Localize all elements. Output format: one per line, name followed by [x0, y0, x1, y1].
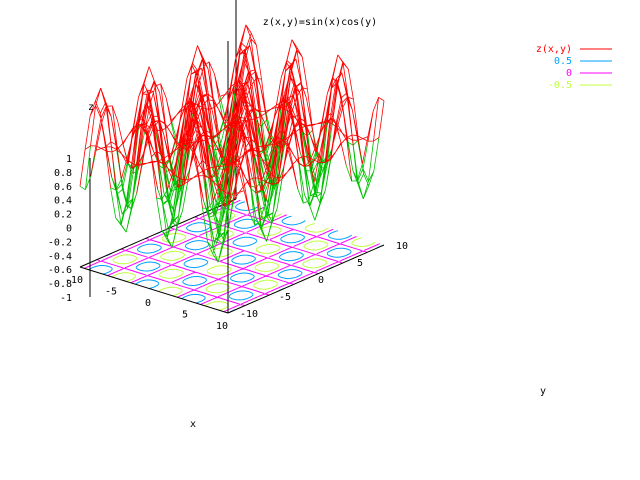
x-tick-label: -10 [65, 275, 83, 286]
z-tick-label: -0.8 [48, 279, 72, 290]
base-contours [81, 199, 383, 313]
y-axis-label: y [540, 386, 546, 397]
legend-label: -0.5 [548, 80, 572, 91]
z-tick-label: -0.2 [48, 237, 72, 248]
z-tick-label: 1 [66, 154, 72, 165]
z-tick-label: 0.2 [54, 210, 72, 221]
y-tick-label: 0 [318, 275, 324, 286]
tick-labels: 1 0.8 0.6 0.4 0.2 0 -0.2 -0.4 -0.6 -0.8 -1 -10 -5 0 5 1… [48, 154, 408, 332]
y-tick-label: 10 [396, 241, 408, 252]
legend-label: 0.5 [554, 56, 572, 67]
contour-line [88, 201, 383, 313]
legend: z(x,y)0.50-0.5 [536, 44, 612, 91]
x-tick-label: 5 [182, 310, 188, 321]
z-tick-label: 0.8 [54, 168, 72, 179]
axis-line [79, 198, 237, 268]
y-tick-label: -5 [279, 292, 291, 303]
legend-label: 0 [566, 68, 572, 79]
axis-line [79, 266, 229, 314]
legend-label: z(x,y) [536, 44, 572, 55]
z-tick-label: -0.6 [48, 265, 72, 276]
chart-title: z(x,y)=sin(x)cos(y) [263, 17, 377, 28]
z-axis-label: z [88, 102, 94, 113]
x-tick-label: 0 [145, 298, 151, 309]
x-tick-label: 10 [216, 321, 228, 332]
surface-mesh-top [79, 24, 385, 221]
y-tick-label: -10 [240, 309, 258, 320]
z-tick-label: -1 [60, 293, 72, 304]
y-tick-label: 5 [357, 258, 363, 269]
z-tick-label: -0.4 [48, 251, 72, 262]
surface-mesh [79, 24, 385, 263]
contour-line [84, 199, 380, 313]
x-axis-label: x [190, 419, 196, 430]
axis-line [227, 244, 385, 314]
z-tick-label: 0.4 [54, 196, 72, 207]
z-tick-label: 0 [66, 224, 72, 235]
z-tick-label: 0.6 [54, 182, 72, 193]
x-tick-label: -5 [105, 287, 117, 298]
